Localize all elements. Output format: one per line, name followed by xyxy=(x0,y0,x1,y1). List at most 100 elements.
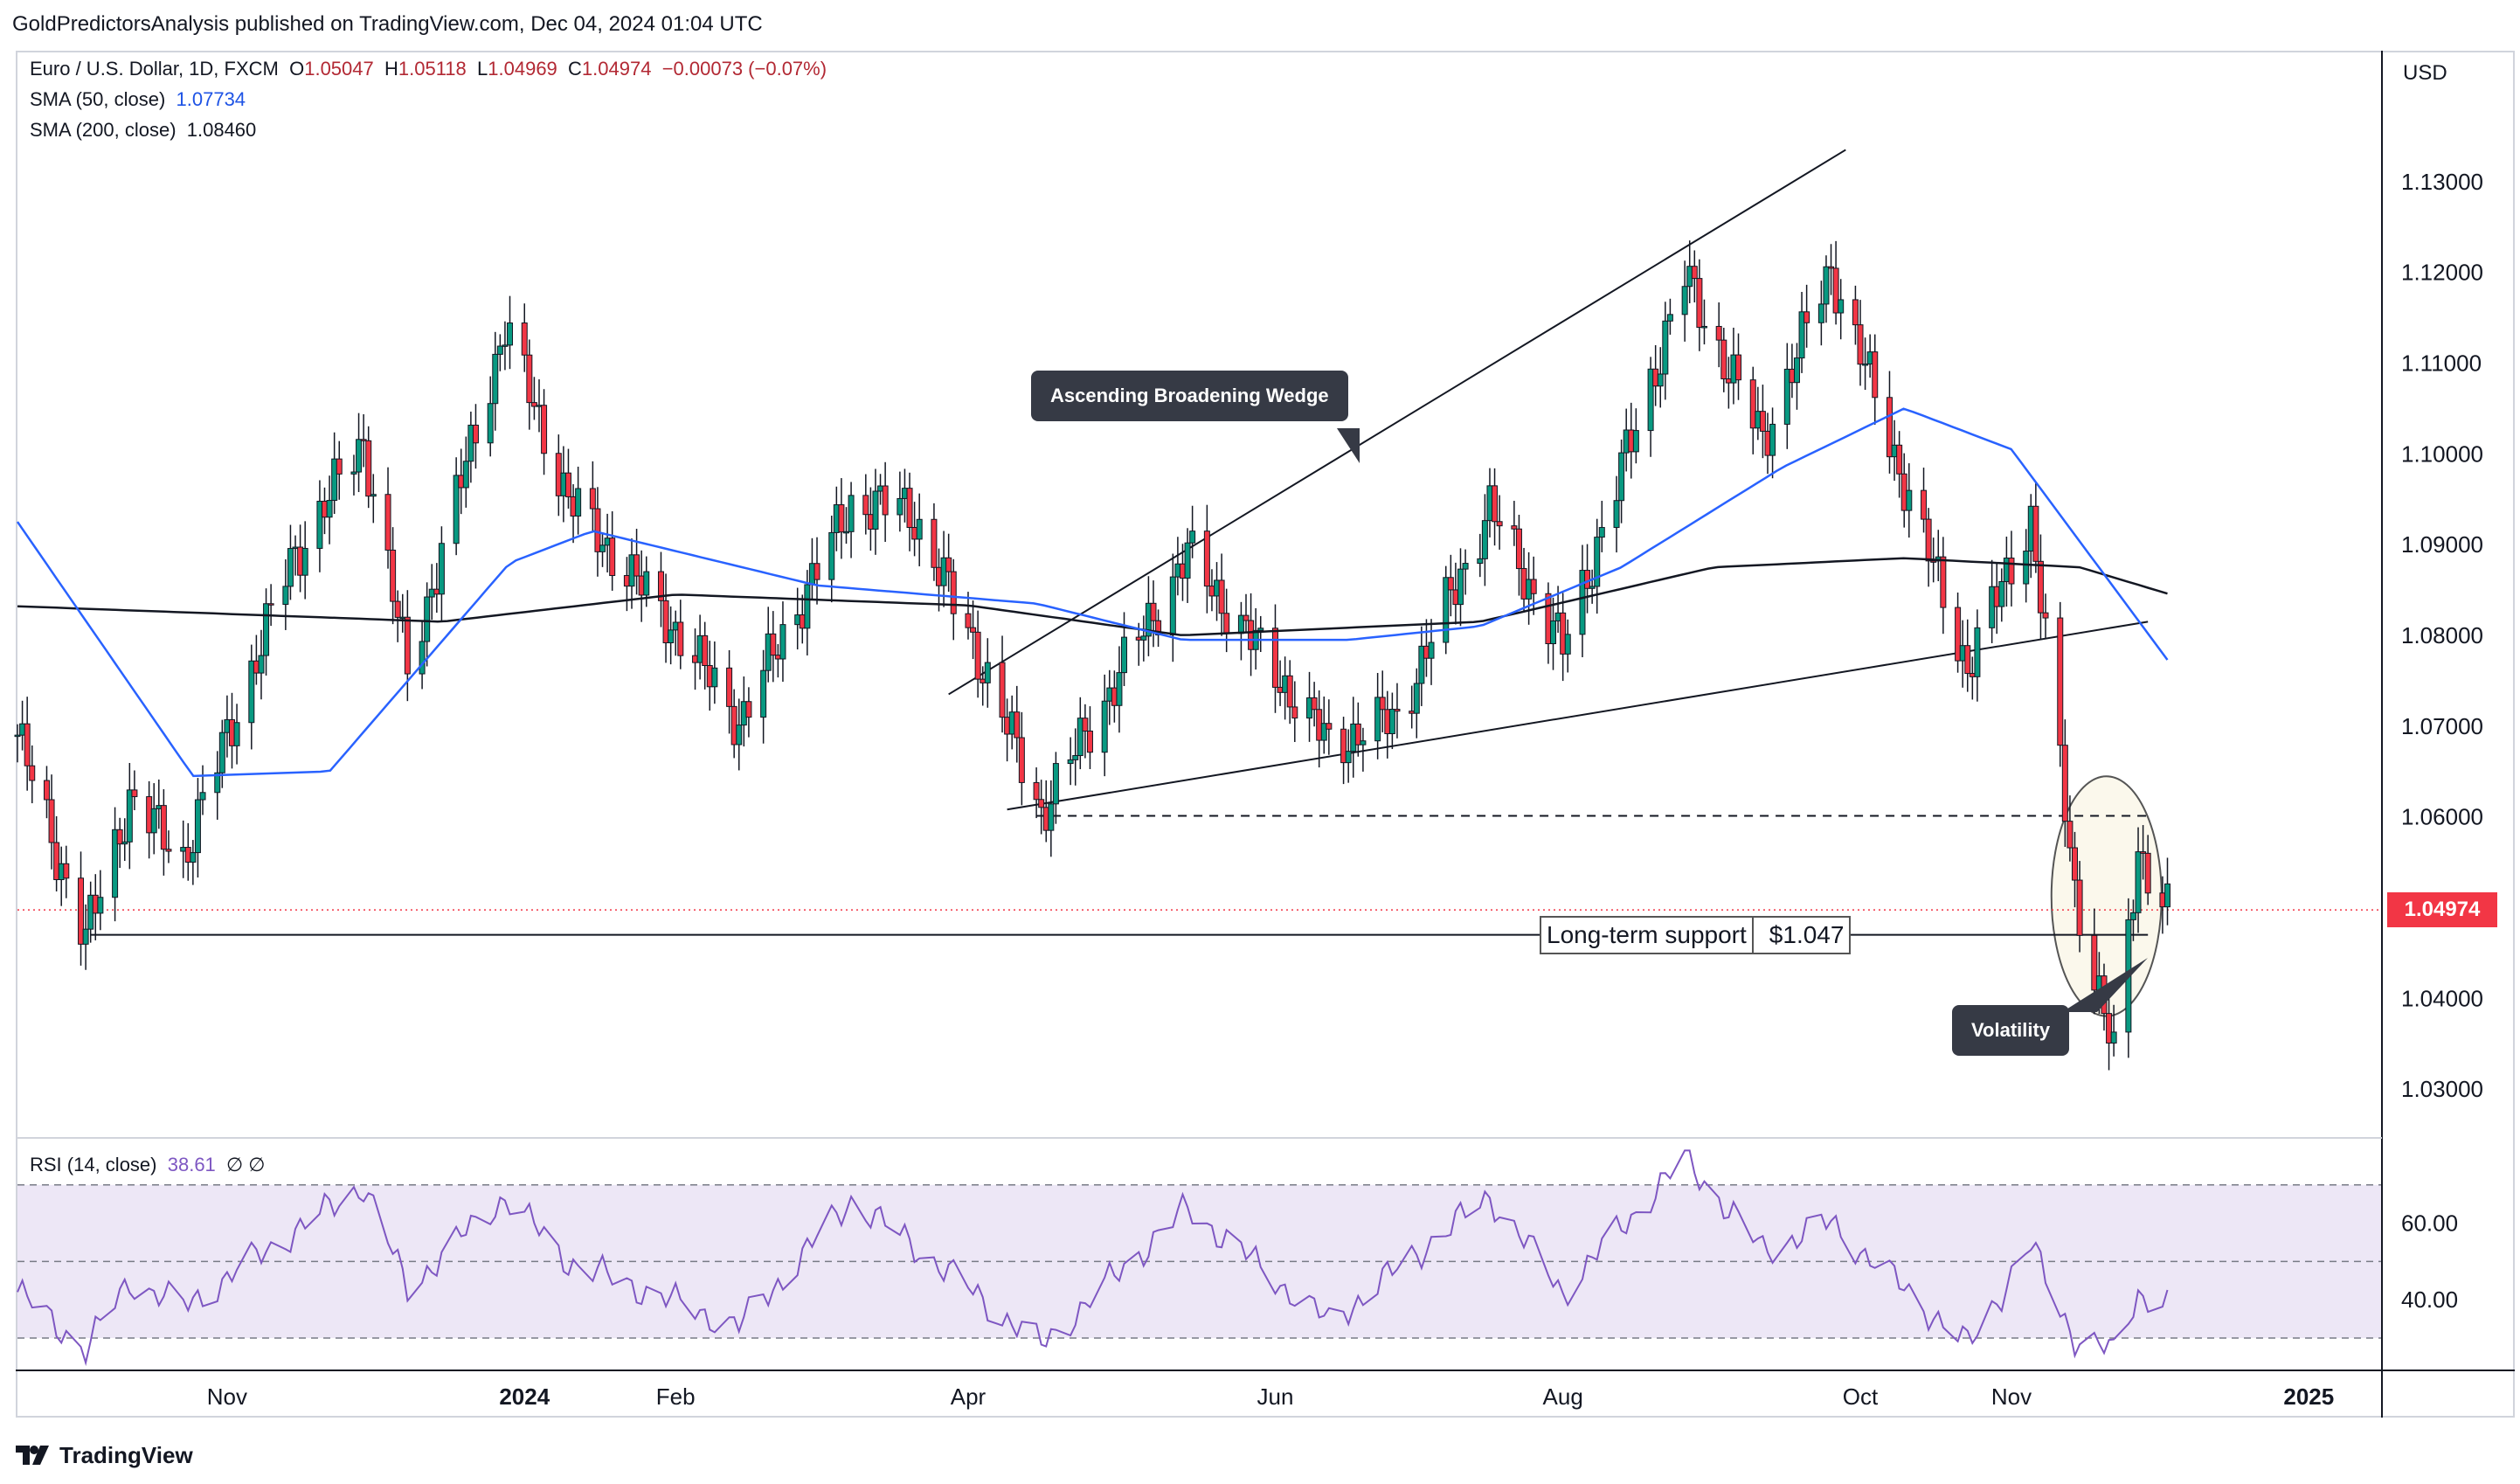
currency-selector[interactable]: USD xyxy=(2403,61,2447,85)
candle-body xyxy=(1598,527,1605,538)
close-value: 1.04974 xyxy=(581,58,652,80)
candle-body xyxy=(760,669,767,718)
candle-body xyxy=(1589,586,1596,589)
volatility-callout-pointer xyxy=(2062,958,2148,1012)
candle-body xyxy=(112,829,119,898)
candle-body xyxy=(1720,339,1727,380)
candle-body xyxy=(1886,397,1893,458)
candle-body xyxy=(1896,444,1903,475)
candle-body xyxy=(502,344,509,347)
candle-body xyxy=(564,472,571,497)
candle-body xyxy=(862,495,869,516)
candle-body xyxy=(1243,614,1250,621)
candle-body xyxy=(14,734,21,738)
chart-frame xyxy=(16,51,2515,1418)
candle-body xyxy=(1759,411,1766,432)
price-tick-label: 1.09000 xyxy=(2401,531,2483,558)
candle-body xyxy=(1257,628,1264,631)
candle-body xyxy=(2135,851,2142,913)
candle-body xyxy=(424,596,431,642)
rsi-tick-label: 60.00 xyxy=(2401,1210,2458,1237)
candle-body xyxy=(131,789,138,798)
candle-body xyxy=(1311,697,1318,711)
candle-body xyxy=(999,662,1006,718)
candle-body xyxy=(160,805,167,850)
candle-body xyxy=(1271,628,1278,688)
price-tick-label: 1.13000 xyxy=(2401,169,2483,195)
candle-body xyxy=(1418,645,1425,684)
open-label: O xyxy=(289,58,305,80)
candle-body xyxy=(882,485,889,516)
candle-body xyxy=(1832,267,1839,314)
candle-body xyxy=(530,402,537,407)
candle-body xyxy=(970,627,977,633)
candle-body xyxy=(609,537,616,577)
candle-body xyxy=(1783,368,1790,425)
candle-body xyxy=(1657,373,1664,387)
candle-body xyxy=(1955,607,1962,662)
sma200-value: 1.08460 xyxy=(186,119,257,141)
candle-body xyxy=(950,571,957,614)
publisher-line: GoldPredictorsAnalysis published on Trad… xyxy=(12,12,763,36)
candle-body xyxy=(2023,551,2030,585)
candle-body xyxy=(1223,613,1230,635)
axes: 1.030001.040001.050001.060001.070001.080… xyxy=(16,51,2515,1418)
candle-body xyxy=(258,655,265,674)
candle-body xyxy=(575,488,582,517)
candle-body xyxy=(2144,852,2151,894)
support-text: Long-term support xyxy=(1547,921,1747,948)
rsi-legend: RSI (14, close) 38.61 ∅ ∅ xyxy=(30,1154,265,1176)
candle-body xyxy=(126,789,133,843)
candle-body xyxy=(29,765,36,781)
candle-body xyxy=(1749,379,1756,429)
candle-body xyxy=(1320,723,1327,741)
price-tick-label: 1.11000 xyxy=(2401,350,2482,376)
candle-body xyxy=(365,440,372,497)
candle-body xyxy=(233,722,240,746)
candle-body xyxy=(1828,266,1835,269)
wedge-callout-pointer xyxy=(1337,428,1360,463)
candle-body xyxy=(1632,430,1639,453)
candle-body xyxy=(356,439,363,473)
candle-body xyxy=(589,488,596,510)
candle-body xyxy=(643,571,650,596)
candle-body xyxy=(931,518,938,568)
candle-body xyxy=(1930,560,1937,563)
candle-body xyxy=(1545,593,1552,645)
candle-body xyxy=(1477,558,1484,565)
candle-body xyxy=(1360,740,1367,745)
sma50-value: 1.07734 xyxy=(176,88,246,110)
candle-body xyxy=(2140,851,2147,854)
candle-body xyxy=(419,641,426,675)
candle-body xyxy=(496,345,503,355)
candle-body xyxy=(2008,558,2015,585)
candle-body xyxy=(384,494,391,551)
candle-body xyxy=(1394,708,1401,712)
candle-body xyxy=(1964,645,1971,675)
candle-body xyxy=(326,500,333,518)
candle-body xyxy=(1286,675,1293,708)
candle-body xyxy=(1998,580,2005,607)
candle-body xyxy=(165,849,172,852)
candle-body xyxy=(541,405,548,454)
candle-body xyxy=(1872,351,1879,399)
high-label: H xyxy=(384,58,398,80)
tradingview-logo-icon xyxy=(16,1446,49,1465)
candle-body xyxy=(842,530,849,534)
rsi-line xyxy=(17,1149,2169,1367)
candle-body xyxy=(1014,711,1021,739)
candle-body xyxy=(462,461,469,489)
candlestick-series xyxy=(14,240,2171,1071)
price-tick-label: 1.03000 xyxy=(2401,1076,2483,1102)
candle-body xyxy=(1052,763,1059,805)
candle-body xyxy=(336,458,343,475)
candle-body xyxy=(487,403,494,444)
candle-body xyxy=(1530,579,1537,594)
price-tick-label: 1.08000 xyxy=(2401,622,2483,648)
candle-body xyxy=(657,571,664,601)
candle-body xyxy=(1579,570,1586,635)
time-tick-label: Nov xyxy=(1991,1383,2032,1410)
candle-body xyxy=(1823,266,1830,305)
volatility-callout: Volatility xyxy=(1952,1005,2070,1056)
